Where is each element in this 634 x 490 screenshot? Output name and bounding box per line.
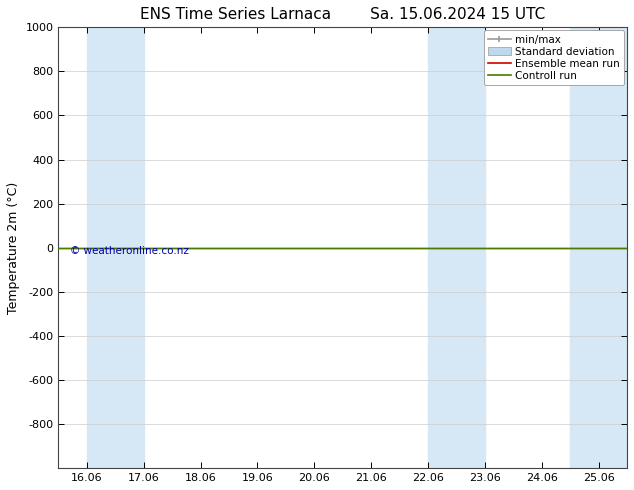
Bar [87, 27, 144, 468]
Text: © weatheronline.co.nz: © weatheronline.co.nz [70, 245, 188, 255]
Legend: min/max, Standard deviation, Ensemble mean run, Controll run: min/max, Standard deviation, Ensemble me… [484, 30, 624, 85]
Bar [428, 27, 485, 468]
Y-axis label: Temperature 2m (°C): Temperature 2m (°C) [7, 182, 20, 314]
Bar [570, 27, 627, 468]
Title: ENS Time Series Larnaca        Sa. 15.06.2024 15 UTC: ENS Time Series Larnaca Sa. 15.06.2024 1… [140, 7, 545, 22]
